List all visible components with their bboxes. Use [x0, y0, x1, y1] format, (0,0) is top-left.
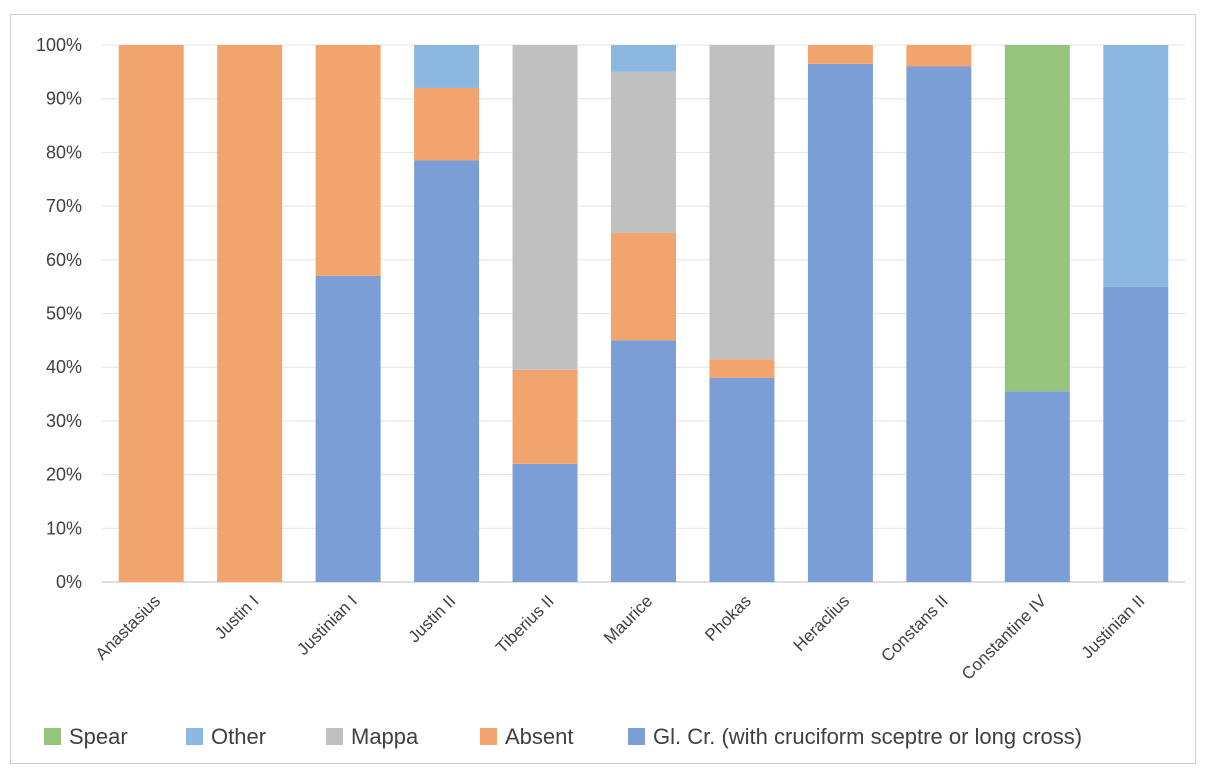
bar-segment [315, 275, 381, 582]
x-category-label: Justin I [211, 591, 263, 643]
x-axis-categories: Anastasius Justin I Justinian I Justin II Ti… [92, 591, 1149, 684]
x-category-label: Anastasius [92, 591, 164, 663]
legend-label: Mappa [351, 724, 419, 749]
bar-segment [217, 45, 283, 582]
y-tick-label: 50% [46, 304, 82, 324]
x-category-label: Heraclius [790, 591, 854, 655]
bar-segment [1004, 391, 1070, 582]
chart-frame [10, 14, 1196, 764]
y-tick-label: 90% [46, 89, 82, 109]
x-category-label: Constantine IV [958, 591, 1051, 684]
bar-segment [1103, 45, 1169, 287]
legend-label: Spear [69, 724, 128, 749]
legend-label: Absent [505, 724, 574, 749]
bar-segment [611, 232, 676, 341]
x-category-label: Justin II [405, 591, 460, 646]
y-tick-label: 60% [46, 250, 82, 270]
y-tick-label: 0% [56, 572, 82, 592]
bar-segment [512, 45, 578, 370]
bar-segment [709, 377, 775, 582]
y-tick-label: 40% [46, 357, 82, 377]
bar-segment [1004, 45, 1070, 392]
y-tick-label: 100% [36, 35, 82, 55]
bar-segment [315, 45, 381, 276]
y-axis-ticks: 0% 10% 20% 30% 40% 50% 60% 70% 80% 90% 100% [36, 35, 82, 592]
x-category-label: Tiberius II [492, 591, 558, 657]
legend-swatch [186, 728, 203, 745]
bar-segment [709, 359, 775, 378]
x-category-label: Maurice [600, 591, 656, 647]
bar-segment [118, 45, 184, 582]
y-tick-label: 80% [46, 142, 82, 162]
bar-segment [414, 45, 480, 88]
bar-segment [1103, 286, 1169, 582]
bar-segment [611, 45, 676, 72]
bar-segment [906, 45, 972, 67]
legend-swatch [44, 728, 61, 745]
bar-segment [512, 369, 578, 464]
legend-label: Other [211, 724, 266, 749]
bar-segment [807, 63, 873, 583]
y-tick-label: 20% [46, 465, 82, 485]
bar-segment [906, 66, 972, 583]
bar-segment [414, 160, 480, 582]
bar-segment [414, 87, 480, 161]
x-category-label: Phokas [701, 591, 755, 645]
bar-segment [709, 45, 775, 360]
legend-label: Gl. Cr. (with cruciform sceptre or long … [653, 724, 1082, 749]
bars [118, 45, 1169, 583]
y-tick-label: 10% [46, 518, 82, 538]
x-category-label: Constans II [877, 591, 951, 665]
y-tick-label: 30% [46, 411, 82, 431]
legend-swatch [480, 728, 497, 745]
y-tick-label: 70% [46, 196, 82, 216]
x-category-label: Justinian II [1078, 591, 1149, 662]
x-category-label: Justinian I [293, 591, 361, 659]
legend: Spear Other Mappa Absent Gl. Cr. (with cruci… [44, 724, 1082, 749]
legend-swatch [326, 728, 343, 745]
legend-swatch [628, 728, 645, 745]
bar-segment [611, 71, 676, 233]
bar-segment [611, 340, 676, 582]
bar-segment [807, 45, 873, 64]
bar-segment [512, 463, 578, 582]
